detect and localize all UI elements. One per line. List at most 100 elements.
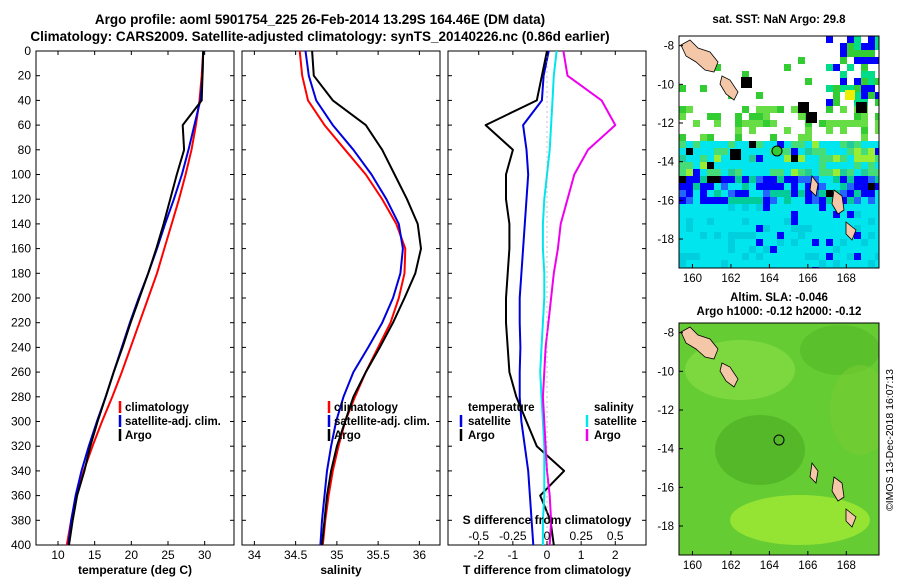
island-outline — [680, 39, 719, 73]
sst-cell — [693, 155, 700, 162]
sst-cell — [819, 148, 826, 155]
sst-cell — [742, 148, 749, 155]
depth-tick-label: 400 — [11, 538, 31, 552]
sst-cell — [840, 78, 847, 85]
sst-cell — [833, 169, 840, 176]
sst-cell — [861, 183, 868, 190]
sst-cell — [847, 176, 854, 183]
island-outline — [719, 75, 739, 101]
sst-cell — [728, 225, 735, 232]
sst-cell — [749, 246, 756, 253]
sst-cell — [735, 141, 742, 148]
sst-cell — [735, 190, 742, 197]
sst-cell — [749, 211, 756, 218]
sst-cell — [693, 190, 700, 197]
sst-cell — [749, 260, 756, 267]
sst-map — [679, 36, 879, 268]
sst-cell — [784, 232, 791, 239]
sst-cell — [679, 218, 686, 225]
sst-cell — [777, 204, 784, 211]
sst-cell — [854, 190, 861, 197]
sst-cell — [854, 120, 861, 127]
sst-cell — [714, 239, 721, 246]
sst-cell — [679, 183, 686, 190]
x-tick-label: 25 — [161, 548, 175, 562]
sst-cell — [833, 253, 840, 260]
sst-cell — [749, 225, 756, 232]
sst-cell — [707, 183, 714, 190]
sst-cell — [784, 246, 791, 253]
sst-cell — [686, 176, 693, 183]
sst-cell — [868, 43, 875, 50]
sst-cell — [742, 71, 749, 78]
sst-cell — [833, 148, 840, 155]
sst-cell — [749, 197, 756, 204]
sst-cell — [784, 190, 791, 197]
sst-cell — [861, 190, 868, 197]
sst-cell — [770, 183, 777, 190]
sst-cell — [819, 246, 826, 253]
depth-tick-label: 20 — [18, 69, 32, 83]
sst-cell — [763, 225, 770, 232]
sst-cell — [854, 204, 861, 211]
sst-cell — [777, 239, 784, 246]
map-x-tick-label: 162 — [721, 273, 740, 285]
sst-cell — [763, 253, 770, 260]
sst-cell — [854, 113, 861, 120]
sst-cell — [861, 78, 868, 85]
sst-cell — [777, 218, 784, 225]
sst-cell — [742, 106, 749, 113]
sst-cell — [791, 253, 798, 260]
sst-cell — [826, 106, 833, 113]
sst-cell — [798, 197, 805, 204]
sst-cell — [826, 162, 833, 169]
sst-cell — [763, 113, 770, 120]
sst-cell — [679, 239, 686, 246]
sla-map-title-1: Altim. SLA: -0.046 — [730, 292, 828, 304]
sst-cell — [784, 218, 791, 225]
t-difference-axis-label: T difference from climatology — [463, 563, 631, 577]
sst-cell — [847, 148, 854, 155]
sst-cell — [777, 232, 784, 239]
sst-cell — [840, 85, 847, 92]
x-tick-label: 15 — [88, 548, 102, 562]
sst-cell — [784, 260, 791, 267]
sst-cell — [735, 225, 742, 232]
sst-cell — [693, 141, 700, 148]
sst-cell — [840, 106, 847, 113]
sst-cell — [700, 232, 707, 239]
sst-cell — [756, 162, 763, 169]
sst-cell — [791, 169, 798, 176]
series-line-satellite-adj-clim — [304, 50, 404, 546]
sst-cell — [812, 218, 819, 225]
sst-cell — [854, 197, 861, 204]
sst-cell — [721, 218, 728, 225]
sst-cell — [777, 176, 784, 183]
sst-cell — [791, 155, 798, 162]
sst-cell — [749, 218, 756, 225]
sst-cell — [868, 218, 875, 225]
sst-cell — [735, 120, 742, 127]
sst-cell — [847, 204, 854, 211]
sst-cell — [742, 190, 749, 197]
sst-cell — [868, 141, 875, 148]
sst-cell — [742, 169, 749, 176]
sst-cell — [805, 176, 812, 183]
sst-cell — [805, 218, 812, 225]
sst-cell — [777, 190, 784, 197]
sst-cell — [805, 190, 812, 197]
sst-cell — [826, 253, 833, 260]
sst-cell — [791, 141, 798, 148]
sst-cell — [763, 155, 770, 162]
sst-cell — [707, 148, 714, 155]
sst-cell — [749, 162, 756, 169]
sst-cell — [805, 211, 812, 218]
sst-cell — [784, 225, 791, 232]
sst-cell — [826, 148, 833, 155]
sst-cell — [728, 232, 735, 239]
sst-cell — [686, 197, 693, 204]
depth-tick-label: 180 — [11, 266, 31, 280]
sst-cell — [686, 246, 693, 253]
sst-cell — [840, 218, 847, 225]
sst-cell — [686, 204, 693, 211]
